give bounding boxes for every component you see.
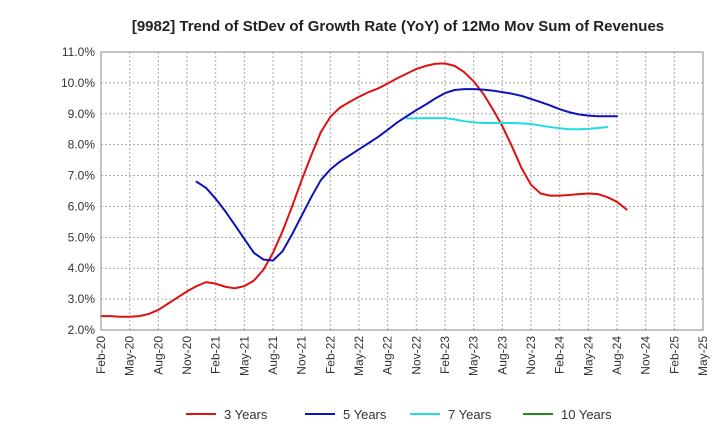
x-tick-label: Feb-24	[553, 336, 567, 374]
x-tick-label: Feb-20	[94, 336, 108, 374]
x-axis-ticks: Feb-20 May-20 Aug-20 Nov-20 Feb-21 May-21 Aug-…	[94, 336, 710, 376]
x-tick-label: May-22	[352, 336, 366, 376]
y-tick-label: 11.0%	[62, 45, 95, 59]
x-tick-label: Nov-21	[295, 336, 309, 375]
y-tick-label: 10.0%	[61, 76, 95, 90]
x-tick-label: Aug-21	[266, 336, 280, 375]
legend-label-3-years: 3 Years	[224, 407, 268, 422]
series-line-3-years	[100, 62, 628, 318]
x-tick-label: Nov-20	[180, 336, 194, 375]
x-tick-label: Feb-23	[438, 336, 452, 374]
x-tick-label: Aug-23	[495, 336, 509, 375]
x-tick-label: Nov-22	[409, 336, 423, 375]
legend-label-7-years: 7 Years	[448, 407, 492, 422]
x-tick-label: Feb-25	[667, 336, 681, 374]
x-tick-label: Feb-22	[323, 336, 337, 374]
y-tick-label: 9.0%	[68, 107, 96, 121]
x-tick-label: Nov-24	[639, 336, 653, 375]
series-lines	[100, 62, 628, 318]
legend-label-5-years: 5 Years	[343, 407, 387, 422]
x-tick-label: Nov-23	[524, 336, 538, 375]
x-tick-label: Feb-21	[209, 336, 223, 374]
x-tick-label: Aug-20	[151, 336, 165, 375]
plot-area-border	[100, 51, 704, 331]
x-tick-label: May-24	[581, 336, 595, 376]
series-line-7-years	[405, 117, 609, 131]
y-tick-label: 3.0%	[68, 292, 96, 306]
series-line-5-years	[195, 88, 618, 262]
x-tick-label: May-25	[696, 336, 710, 376]
y-tick-label: 7.0%	[68, 169, 96, 183]
legend: 3 Years 5 Years 7 Years 10 Years	[186, 407, 612, 422]
y-tick-label: 8.0%	[68, 138, 96, 152]
y-tick-label: 4.0%	[68, 261, 96, 275]
legend-label-10-years: 10 Years	[561, 407, 612, 422]
x-tick-label: May-20	[123, 336, 137, 376]
chart-title: [9982] Trend of StDev of Growth Rate (Yo…	[132, 18, 664, 35]
x-tick-label: Aug-22	[381, 336, 395, 375]
y-tick-label: 5.0%	[68, 230, 96, 244]
y-tick-label: 2.0%	[68, 323, 96, 337]
y-tick-label: 6.0%	[68, 199, 96, 213]
x-tick-label: May-23	[467, 336, 481, 376]
y-axis-ticks: 2.0% 3.0% 4.0% 5.0% 6.0% 7.0% 8.0% 9.0% 10.0% 11.…	[61, 45, 95, 337]
x-tick-label: May-21	[237, 336, 251, 376]
x-tick-label: Aug-24	[610, 336, 624, 375]
